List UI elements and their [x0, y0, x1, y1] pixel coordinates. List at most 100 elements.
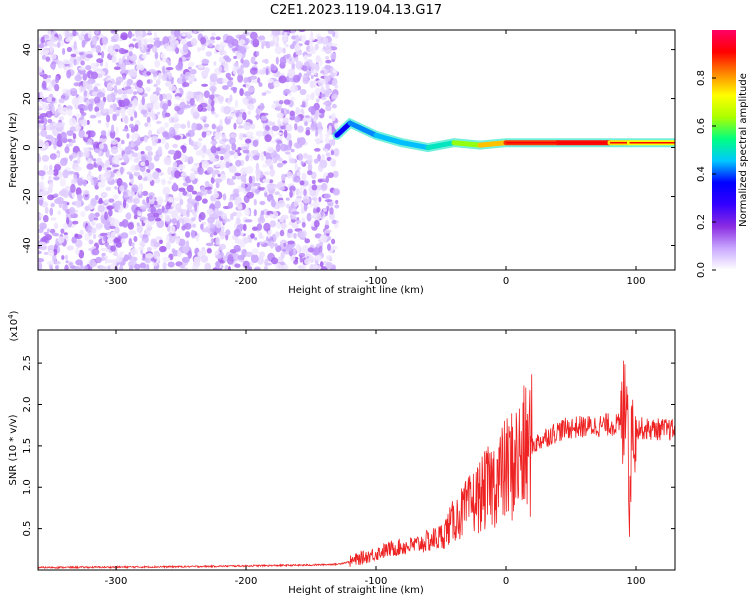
heatmap-cell	[194, 146, 198, 150]
heatmap-cell	[57, 33, 63, 42]
heatmap-cell	[318, 245, 323, 253]
heatmap-cell	[139, 262, 147, 269]
heatmap-cell	[293, 175, 301, 183]
heatmap-cell	[179, 101, 187, 110]
heatmap-cell	[145, 223, 153, 228]
heatmap-cell	[289, 44, 295, 50]
heatmap-cell	[270, 184, 279, 189]
heatmap-cell	[199, 162, 203, 169]
heatmap-cell	[235, 217, 241, 226]
heatmap-cell	[250, 123, 256, 130]
heatmap-cell	[204, 186, 213, 191]
heatmap-cell	[94, 148, 100, 154]
heatmap-cell	[218, 56, 225, 64]
heatmap-cell	[184, 104, 192, 109]
heatmap-cell	[186, 202, 193, 212]
heatmap-cell	[100, 191, 108, 199]
heatmap-cell	[259, 200, 266, 206]
heatmap-cell	[111, 155, 120, 164]
heatmap-cell	[60, 157, 68, 166]
heatmap-cell	[84, 133, 89, 138]
heatmap-cell	[293, 200, 299, 207]
heatmap-cell	[40, 36, 46, 44]
heatmap-cell	[108, 154, 113, 163]
heatmap-cell	[195, 150, 203, 156]
heatmap-cell	[253, 155, 260, 161]
heatmap-cell	[320, 96, 327, 101]
heatmap-cell	[125, 88, 134, 95]
heatmap-cell	[129, 68, 138, 78]
heatmap-cell	[263, 222, 271, 232]
heatmap-cell	[187, 250, 192, 259]
heatmap-cell	[294, 162, 298, 171]
heatmap-cell	[260, 210, 265, 216]
heatmap-cell	[201, 131, 207, 138]
heatmap-cell	[157, 72, 163, 80]
heatmap-cell	[156, 196, 164, 205]
heatmap-cell	[190, 229, 195, 239]
heatmap-cell	[53, 176, 60, 181]
heatmap-cell	[219, 231, 226, 240]
heatmap-cell	[131, 152, 138, 158]
heatmap-cell	[116, 106, 122, 111]
heatmap-cell	[180, 73, 184, 78]
heatmap-cell	[229, 195, 233, 200]
heatmap-cell	[46, 260, 54, 265]
heatmap-cell	[296, 171, 301, 177]
heatmap-cell	[287, 240, 295, 245]
heatmap-cell	[118, 99, 123, 108]
y-tick-label: 1.5	[22, 438, 33, 454]
heatmap-cell	[50, 36, 58, 42]
heatmap-cell	[254, 149, 259, 153]
heatmap-cell	[147, 215, 155, 222]
heatmap-cell	[113, 237, 121, 244]
heatmap-cell	[119, 185, 125, 192]
heatmap-cell	[74, 97, 80, 106]
heatmap-cell	[312, 69, 317, 76]
heatmap-cell	[234, 172, 242, 177]
heatmap-cell	[38, 43, 45, 49]
heatmap-cell	[267, 81, 275, 90]
heatmap-cell	[324, 193, 331, 199]
heatmap-cell	[108, 107, 114, 115]
heatmap-cell	[95, 45, 102, 54]
heatmap-cell	[299, 88, 307, 96]
heatmap-cell	[269, 168, 275, 177]
heatmap-cell	[46, 170, 55, 175]
heatmap-cell	[142, 202, 151, 206]
heatmap-cell	[299, 188, 303, 197]
heatmap-cell	[246, 191, 255, 199]
line-trace-segment	[334, 120, 353, 138]
heatmap-cell	[249, 182, 256, 187]
heatmap-cell	[290, 148, 295, 153]
snr-x-label: Height of straight line (km)	[288, 585, 424, 596]
heatmap-cell	[53, 193, 59, 198]
heatmap-cell	[165, 203, 171, 210]
heatmap-cell	[249, 75, 258, 80]
heatmap-cell	[319, 58, 323, 67]
heatmap-cell	[253, 209, 257, 217]
heatmap-cell	[67, 108, 73, 117]
heatmap-cell	[154, 31, 157, 39]
heatmap-cell	[313, 262, 318, 270]
heatmap-cell	[133, 236, 138, 242]
heatmap-cell	[193, 106, 198, 111]
heatmap-cell	[75, 199, 82, 208]
heatmap-cell	[38, 140, 44, 149]
heatmap-cell	[312, 201, 320, 209]
heatmap-cell	[295, 188, 300, 196]
heatmap-cell	[111, 55, 117, 63]
heatmap-cell	[38, 170, 46, 177]
heatmap-cell	[145, 253, 154, 259]
heatmap-cell	[127, 107, 135, 117]
heatmap-cell	[209, 223, 215, 229]
heatmap-cell	[233, 55, 238, 60]
heatmap-cell	[283, 37, 288, 42]
heatmap-cell	[167, 166, 172, 176]
heatmap-cell	[180, 145, 186, 150]
heatmap-cell	[110, 139, 118, 145]
heatmap-cell	[131, 33, 135, 37]
heatmap-cell	[203, 115, 208, 121]
heatmap-cell	[248, 175, 253, 184]
heatmap-cell	[189, 193, 192, 203]
